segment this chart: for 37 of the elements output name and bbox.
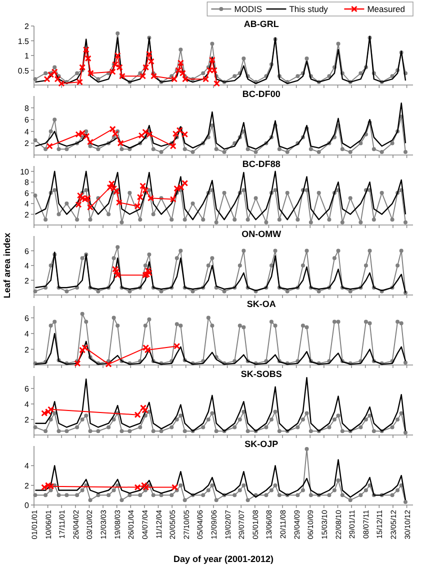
chart-title: ON-OMW	[242, 229, 282, 239]
chart-title: BC-DF88	[242, 159, 280, 169]
y-tick-label: 2	[24, 139, 30, 148]
chart-title: SK-SOBS	[240, 369, 282, 379]
y-tick-label: 2	[24, 415, 30, 424]
y-tick-label: 6	[24, 246, 30, 256]
y-tick-label: 6	[24, 188, 30, 198]
legend-label: MODIS	[234, 4, 262, 14]
y-tick-label: 2	[24, 481, 30, 490]
y-tick-label: 6	[24, 384, 30, 394]
chart-title: BC-DF00	[242, 89, 280, 99]
y-tick-label: 2	[24, 22, 30, 31]
y-tick-label: 6	[24, 314, 30, 323]
y-tick-label: 1	[24, 52, 30, 60]
chart-title: AB-GRL	[244, 19, 280, 29]
y-tick-label: 4	[24, 262, 30, 270]
y-tick-label: 0.5	[18, 66, 30, 76]
y-tick-label: 4	[24, 200, 30, 209]
y-tick-label: 4	[24, 127, 30, 136]
x-axis-title: Day of year (2001-2012)	[173, 554, 274, 564]
y-axis-title: Leaf area index	[2, 232, 12, 298]
y-tick-label: 6	[24, 116, 30, 125]
chart-title: SK-OA	[246, 299, 276, 309]
y-tick-label: 2	[24, 276, 30, 286]
y-tick-label: 4	[24, 330, 30, 339]
legend-label: This study	[289, 4, 329, 14]
y-tick-label: 2	[24, 345, 30, 354]
y-tick-label: 4	[24, 462, 30, 471]
y-tick-label: 8	[24, 178, 30, 188]
y-tick-label: 10	[20, 167, 30, 176]
chart-title: SK-OJP	[244, 439, 278, 449]
legend-label: Measured	[367, 4, 406, 14]
y-tick-label: 4	[24, 400, 30, 409]
y-tick-label: 1.5	[18, 36, 30, 46]
y-tick-label: 2	[24, 210, 30, 220]
y-tick-label: 8	[24, 104, 30, 113]
y-tick-label: 0	[24, 501, 30, 510]
